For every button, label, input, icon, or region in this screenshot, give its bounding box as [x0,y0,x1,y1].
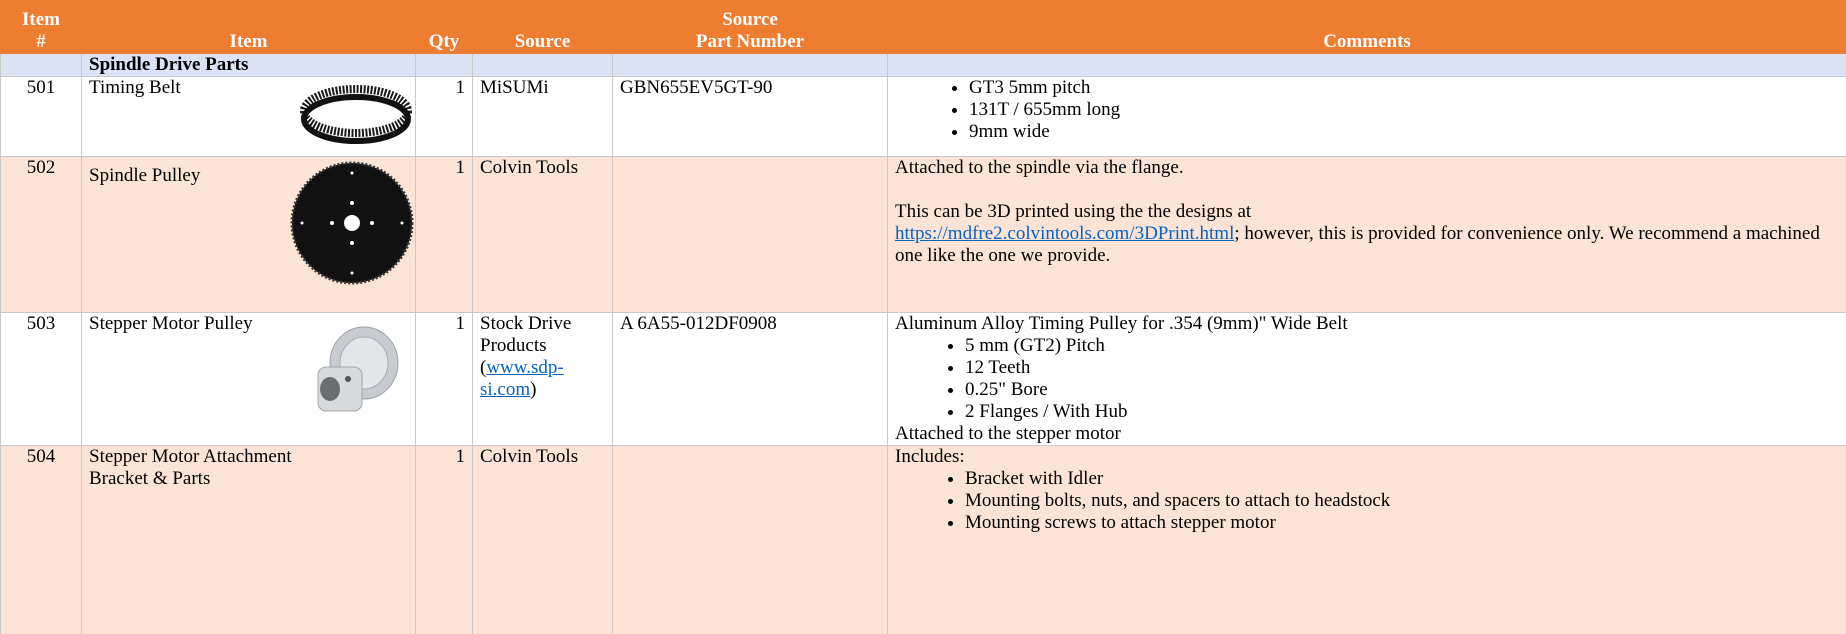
item-name: Timing Belt [89,77,181,99]
cell [472,53,613,77]
header-row: Item # Item Qty Source Source Part Number … [0,0,1846,54]
item-cell: Timing Belt [81,76,416,157]
bullet: Mounting bolts, nuts, and spacers to att… [965,490,1839,512]
comments: Includes: Bracket with Idler Mounting bo… [887,445,1846,634]
header-cell: Item [81,0,416,54]
header-cell: Qty [415,0,473,54]
text: ) [530,379,537,400]
paragraph: Attached to the stepper motor [895,423,1121,444]
paragraph: Aluminum Alloy Timing Pulley for .354 (9… [895,313,1348,335]
part-number [612,445,888,634]
paragraph: Includes: [895,446,965,468]
header-cell: Item # [0,0,82,54]
bullet: 5 mm (GT2) Pitch [965,335,1839,357]
bullet-list: GT3 5mm pitch 131T / 655mm long 9mm wide [895,78,1839,144]
bullet: Mounting screws to attach stepper motor [965,512,1839,534]
source: Colvin Tools [472,156,613,313]
bullet: 131T / 655mm long [969,99,1839,121]
header-cell: Comments [887,0,1846,54]
header-line: Comments [1323,31,1411,52]
item-number: 501 [0,76,82,157]
header-cell: Source Part Number [612,0,888,54]
source: Colvin Tools [472,445,613,634]
header-line: Item [229,31,268,52]
qty: 1 [415,312,473,446]
header-line: Source [722,9,778,30]
part-number: GBN655EV5GT-90 [612,76,888,157]
comments: GT3 5mm pitch 131T / 655mm long 9mm wide [887,76,1846,157]
source: Stock Drive Products (www.sdp-si.com) [472,312,613,446]
item-number: 503 [0,312,82,446]
header-cell: Source [472,0,613,54]
part-number [612,156,888,313]
text: Stock Drive Products ( [480,313,572,379]
bullet-list: Bracket with Idler Mounting bolts, nuts,… [895,468,1839,534]
bullet: Bracket with Idler [965,468,1839,490]
item-cell: Stepper Motor Pulley [81,312,416,446]
item-cell: Spindle Pulley [81,156,416,313]
header-line: # [36,31,46,52]
header-line: Source [514,31,571,52]
text: ; however, this is provided for convenie… [895,223,1820,266]
item-name: Spindle Pulley [89,165,201,186]
comments: Aluminum Alloy Timing Pulley for .354 (9… [887,312,1846,446]
qty: 1 [415,156,473,313]
header-line: Item [22,9,60,30]
row: 501 Timing Belt 1 MiSUMi GBN655EV5GT-90 … [0,76,1846,157]
text: This can be 3D printed using the the des… [895,201,1252,222]
bullet-list: 5 mm (GT2) Pitch 12 Teeth 0.25" Bore 2 F… [895,335,1839,423]
qty: 1 [415,76,473,157]
section-row: Spindle Drive Parts [0,53,1846,77]
row: 504 Stepper Motor Attachment Bracket & P… [0,445,1846,634]
cell [612,53,888,77]
part-number: A 6A55-012DF0908 [612,312,888,446]
bullet: 9mm wide [969,121,1839,143]
item-number: 504 [0,445,82,634]
header-line: Qty [428,31,460,52]
cell [0,53,82,77]
bullet: GT3 5mm pitch [969,78,1839,100]
bullet: 0.25" Bore [965,379,1839,401]
qty: 1 [415,445,473,634]
pulley-image [290,161,414,285]
section-title: Spindle Drive Parts [81,53,416,77]
row: 503 Stepper Motor Pulley 1 Stock Drive P… [0,312,1846,446]
paragraph: This can be 3D printed using the the des… [895,201,1839,267]
paragraph: Attached to the spindle via the flange. [895,157,1184,179]
belt-image [300,85,412,144]
link[interactable]: www.sdp-si.com [480,357,564,400]
source: MiSUMi [472,76,613,157]
motor-pulley-image [317,326,399,412]
item-name: Stepper Motor Attachment Bracket & Parts [81,445,416,634]
bullet: 12 Teeth [965,357,1839,379]
item-name: Stepper Motor Pulley [89,313,253,335]
bullet: 2 Flanges / With Hub [965,401,1839,423]
cell [887,53,1846,77]
cell [415,53,473,77]
item-number: 502 [0,156,82,313]
row: 502 Spindle Pulley 1 Colvin Tools Attach… [0,156,1846,313]
comments: Attached to the spindle via the flange. … [887,156,1846,313]
header-line: Part Number [695,31,805,52]
link[interactable]: https://mdfre2.colvintools.com/3DPrint.h… [895,223,1235,244]
